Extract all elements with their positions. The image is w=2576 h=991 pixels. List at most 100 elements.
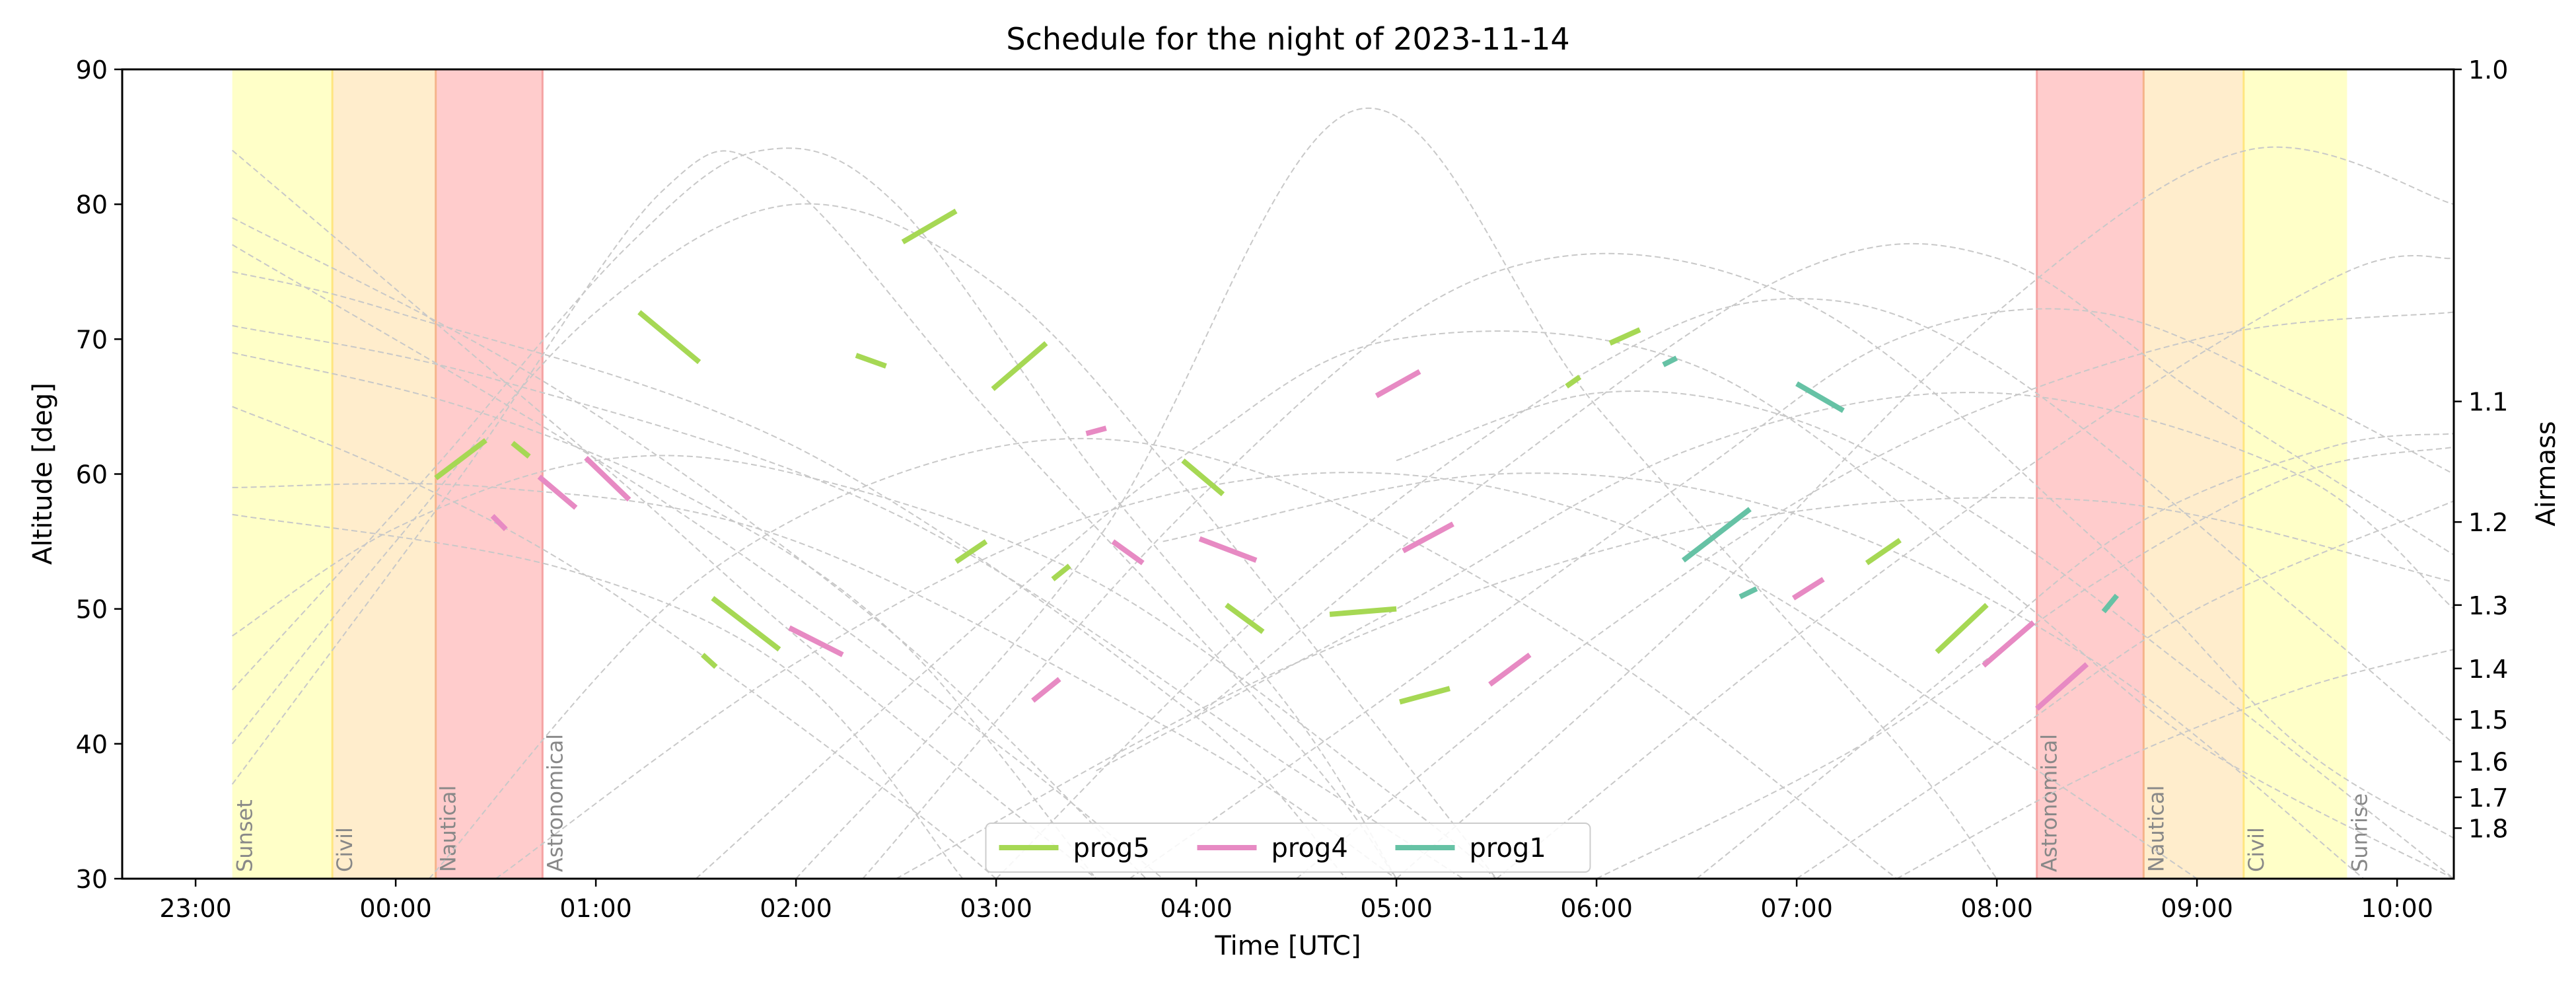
prog5-segment-3	[701, 653, 718, 669]
target-track-16	[795, 107, 1997, 879]
target-track-10	[231, 147, 1397, 879]
y-tick-label-1: 40	[76, 730, 108, 759]
y-axis-right: 1.0 1.1 1.2 1.3 1.4 1.5 1.6 1.71.8	[2454, 55, 2508, 843]
prog5-segment-6	[901, 208, 958, 244]
prog1-segment-2	[1738, 586, 1758, 599]
target-track-18	[995, 298, 2454, 879]
target-track-1	[232, 217, 1147, 879]
prog5-segment-9	[1051, 564, 1071, 581]
prog1-segment-4	[2101, 593, 2120, 614]
y-tick-label-6: 90	[76, 55, 108, 85]
chart-title: Schedule for the night of 2023-11-14	[1006, 21, 1569, 57]
prog5-segment-11	[1225, 603, 1265, 634]
prog4-segment-13	[2035, 662, 2089, 711]
y-tick-label-2: 50	[76, 595, 108, 624]
prog5-segment-8	[991, 341, 1048, 391]
target-track-12	[231, 150, 1397, 879]
prog4-segment-3	[788, 625, 844, 657]
target-track-11	[231, 203, 1497, 879]
airmass-tick-label-5: 1.5	[2468, 706, 2508, 735]
prog5-segment-15	[1608, 327, 1641, 346]
twilight-label-5: Nautical	[2143, 786, 2168, 872]
target-track-20	[1296, 311, 2454, 879]
legend-label-prog4: prog4	[1271, 833, 1348, 863]
prog1-segment-1	[1681, 507, 1752, 563]
target-track-27	[1696, 433, 2454, 879]
target-track-5	[232, 351, 1097, 879]
prog5-segment-4	[711, 596, 781, 652]
target-track-28	[1796, 500, 2454, 879]
twilight-band-1	[332, 69, 436, 879]
x-tick-label-9: 08:00	[1960, 894, 2033, 923]
legend: prog5 prog4 prog1	[985, 823, 1591, 873]
target-track-21	[1396, 146, 2454, 879]
prog4-segment-4	[1031, 677, 1061, 703]
prog5-segment-12	[1329, 606, 1397, 617]
x-tick-label-8: 07:00	[1760, 894, 1833, 923]
target-track-22	[1496, 255, 2454, 879]
x-tick-label-1: 00:00	[359, 894, 432, 923]
y-tick-label-0: 30	[76, 865, 108, 894]
x-tick-label-3: 02:00	[760, 894, 832, 923]
prog5-segment-2	[637, 310, 701, 365]
twilight-band-4	[2143, 69, 2244, 879]
airmass-tick-label-1: 1.1	[2468, 388, 2508, 417]
x-tick-label-7: 06:00	[1560, 894, 1633, 923]
target-track-8	[232, 513, 964, 879]
y-axis-label: Altitude [deg]	[28, 383, 58, 565]
legend-label-prog1: prog1	[1470, 833, 1546, 863]
x-tick-label-5: 04:00	[1160, 894, 1233, 923]
prog5-segment-16	[1865, 538, 1902, 566]
prog4-segment-12	[1982, 620, 2036, 668]
airmass-tick-label-7: 1.7	[2468, 784, 2508, 813]
target-track-31	[1896, 648, 2454, 879]
x-tick-label-4: 03:00	[960, 894, 1032, 923]
prog4-segment-10	[1488, 652, 1532, 687]
target-track-23	[1596, 446, 2454, 879]
twilight-label-6: Civil	[2244, 827, 2269, 872]
prog4-segment-8	[1375, 369, 1421, 398]
target-track-24	[1196, 242, 2454, 717]
y-tick-label-5: 80	[76, 190, 108, 219]
twilight-label-4: Astronomical	[2037, 734, 2062, 872]
target-track-2	[232, 244, 1164, 879]
twilight-label-2: Nautical	[436, 786, 461, 872]
prog5-segment-17	[1935, 603, 1989, 654]
x-axis-label: Time [UTC]	[1214, 931, 1361, 961]
y2-axis-label: Airmass	[2531, 421, 2561, 526]
airmass-tick-label-3: 1.3	[2468, 591, 2508, 620]
y-axis-left: 30 40 50 60 70 80 90	[76, 55, 122, 894]
airmass-tick-label-0: 1.0	[2468, 55, 2508, 85]
twilight-band-3	[2036, 69, 2144, 879]
prog4-segment-5	[1085, 425, 1107, 437]
prog1-segment-0	[1662, 355, 1678, 367]
target-track-7	[232, 482, 1397, 879]
scheduled-segments	[434, 208, 2120, 711]
prog5-segment-13	[1399, 686, 1450, 705]
x-tick-label-10: 09:00	[2161, 894, 2233, 923]
background-tracks	[231, 107, 2454, 879]
twilight-label-1: Civil	[332, 827, 357, 872]
twilight-band-2	[435, 69, 543, 879]
legend-label-prog5: prog5	[1073, 833, 1150, 863]
airmass-tick-label-2: 1.2	[2468, 508, 2508, 537]
twilight-label-0: Sunset	[233, 799, 258, 872]
twilight-band-0	[232, 69, 333, 879]
x-axis: 23:00 00:00 01:00 02:00 03:00 04:00 05:00 06:00…	[159, 879, 2433, 923]
prog5-segment-14	[1565, 375, 1582, 389]
target-track-9	[232, 455, 1497, 879]
prog4-segment-11	[1791, 577, 1825, 601]
prog1-segment-3	[1795, 381, 1845, 414]
x-tick-label-0: 23:00	[159, 894, 232, 923]
prog4-segment-1	[537, 474, 578, 510]
prog5-segment-1	[511, 441, 531, 459]
prog5-segment-5	[855, 353, 887, 369]
prog5-segment-7	[954, 539, 988, 564]
target-track-13	[428, 437, 1898, 879]
prog4-segment-0	[490, 513, 508, 532]
target-track-25	[1096, 392, 2454, 772]
target-track-14	[495, 472, 2198, 879]
target-track-15	[695, 330, 2454, 879]
target-track-17	[862, 252, 2454, 879]
